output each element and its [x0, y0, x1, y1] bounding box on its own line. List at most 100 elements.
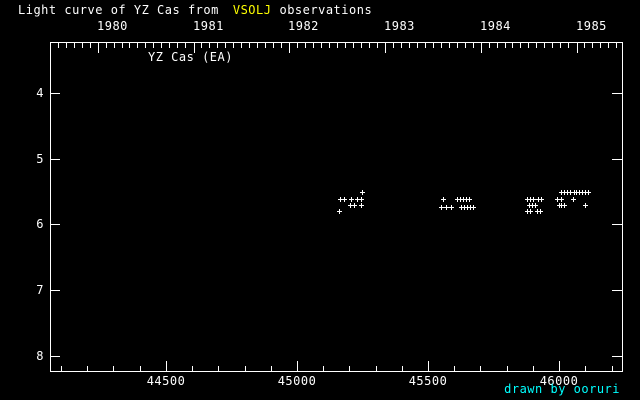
- top-axis-minor-tick: [169, 43, 170, 48]
- data-point: [458, 197, 463, 202]
- top-axis-minor-tick: [560, 43, 561, 48]
- top-axis-year-label: 1984: [480, 19, 511, 33]
- top-axis-minor-tick: [321, 43, 322, 48]
- top-axis-minor-tick: [74, 43, 75, 48]
- right-axis-major-tick: [612, 290, 622, 291]
- data-point: [559, 203, 564, 208]
- top-axis-minor-tick: [584, 43, 585, 48]
- bottom-axis-minor-tick: [87, 366, 88, 371]
- top-axis-minor-tick: [449, 43, 450, 48]
- top-axis-minor-tick: [489, 43, 490, 48]
- top-axis-minor-tick: [106, 43, 107, 48]
- top-axis-minor-tick: [217, 43, 218, 48]
- data-point: [467, 197, 472, 202]
- top-axis-minor-tick: [297, 43, 298, 48]
- top-axis-minor-tick: [66, 43, 67, 48]
- top-axis-minor-tick: [58, 43, 59, 48]
- top-axis-minor-tick: [241, 43, 242, 48]
- bottom-axis-minor-tick: [585, 366, 586, 371]
- data-point: [441, 197, 446, 202]
- data-point: [464, 197, 469, 202]
- top-axis-year-label: 1980: [97, 19, 128, 33]
- data-point: [525, 209, 530, 214]
- bottom-axis-minor-tick: [454, 366, 455, 371]
- right-axis-major-tick: [612, 159, 622, 160]
- top-axis-minor-tick: [90, 43, 91, 48]
- right-axis-major-tick: [612, 93, 622, 94]
- data-point: [525, 197, 530, 202]
- chart-title-source: VSOLJ: [232, 3, 272, 17]
- top-axis-major-tick: [481, 43, 482, 53]
- top-axis-minor-tick: [313, 43, 314, 48]
- data-point: [360, 190, 365, 195]
- bottom-axis-minor-tick: [245, 366, 246, 371]
- data-point: [559, 197, 564, 202]
- top-axis-minor-tick: [337, 43, 338, 48]
- top-axis-major-tick: [98, 43, 99, 53]
- data-point: [533, 203, 538, 208]
- bottom-axis-minor-tick: [480, 366, 481, 371]
- top-axis-year-label: 1983: [384, 19, 415, 33]
- data-point: [535, 209, 540, 214]
- bottom-axis-minor-tick: [402, 366, 403, 371]
- top-axis-minor-tick: [409, 43, 410, 48]
- data-point: [455, 197, 460, 202]
- left-axis-major-tick: [50, 224, 60, 225]
- data-point: [349, 197, 354, 202]
- bottom-axis-jd-label: 45500: [408, 374, 448, 388]
- data-point: [359, 203, 364, 208]
- top-axis-minor-tick: [425, 43, 426, 48]
- top-axis-minor-tick: [161, 43, 162, 48]
- bottom-axis-minor-tick: [113, 366, 114, 371]
- chart-title: Light curve of YZ Cas from VSOLJ observati…: [18, 4, 372, 17]
- top-axis-minor-tick: [265, 43, 266, 48]
- bottom-axis-minor-tick: [376, 366, 377, 371]
- top-axis-minor-tick: [441, 43, 442, 48]
- top-axis-minor-tick: [257, 43, 258, 48]
- chart-title-suffix: observations: [279, 3, 373, 17]
- data-point: [468, 205, 473, 210]
- bottom-axis-minor-tick: [61, 366, 62, 371]
- top-axis-minor-tick: [82, 43, 83, 48]
- top-axis-minor-tick: [433, 43, 434, 48]
- data-point: [565, 190, 570, 195]
- data-point: [439, 205, 444, 210]
- top-axis-year-label: 1982: [288, 19, 319, 33]
- bottom-axis-minor-tick: [349, 366, 350, 371]
- data-point: [337, 209, 342, 214]
- data-point: [359, 197, 364, 202]
- top-axis-minor-tick: [114, 43, 115, 48]
- data-point: [531, 197, 536, 202]
- bottom-axis-jd-label: 45000: [277, 374, 317, 388]
- data-point: [465, 205, 470, 210]
- top-axis-minor-tick: [249, 43, 250, 48]
- data-point: [459, 205, 464, 210]
- left-axis-mag-label: 8: [36, 349, 44, 363]
- left-axis-mag-label: 6: [36, 217, 44, 231]
- bottom-axis-minor-tick: [218, 366, 219, 371]
- top-axis-major-tick: [385, 43, 386, 53]
- data-point: [559, 190, 564, 195]
- top-axis-minor-tick: [528, 43, 529, 48]
- top-axis-minor-tick: [122, 43, 123, 48]
- data-point: [586, 190, 591, 195]
- top-axis-minor-tick: [209, 43, 210, 48]
- data-point: [338, 197, 343, 202]
- top-axis-minor-tick: [353, 43, 354, 48]
- data-point: [583, 190, 588, 195]
- top-axis-minor-tick: [153, 43, 154, 48]
- data-point: [348, 203, 353, 208]
- right-axis-major-tick: [612, 224, 622, 225]
- left-axis-major-tick: [50, 290, 60, 291]
- top-axis-minor-tick: [465, 43, 466, 48]
- data-point: [568, 190, 573, 195]
- top-axis-minor-tick: [273, 43, 274, 48]
- top-axis-minor-tick: [201, 43, 202, 48]
- left-axis-mag-label: 7: [36, 283, 44, 297]
- data-point: [574, 190, 579, 195]
- top-axis-minor-tick: [505, 43, 506, 48]
- data-point: [471, 205, 476, 210]
- bottom-axis-major-tick: [166, 361, 167, 371]
- top-axis-minor-tick: [536, 43, 537, 48]
- right-axis-major-tick: [612, 356, 622, 357]
